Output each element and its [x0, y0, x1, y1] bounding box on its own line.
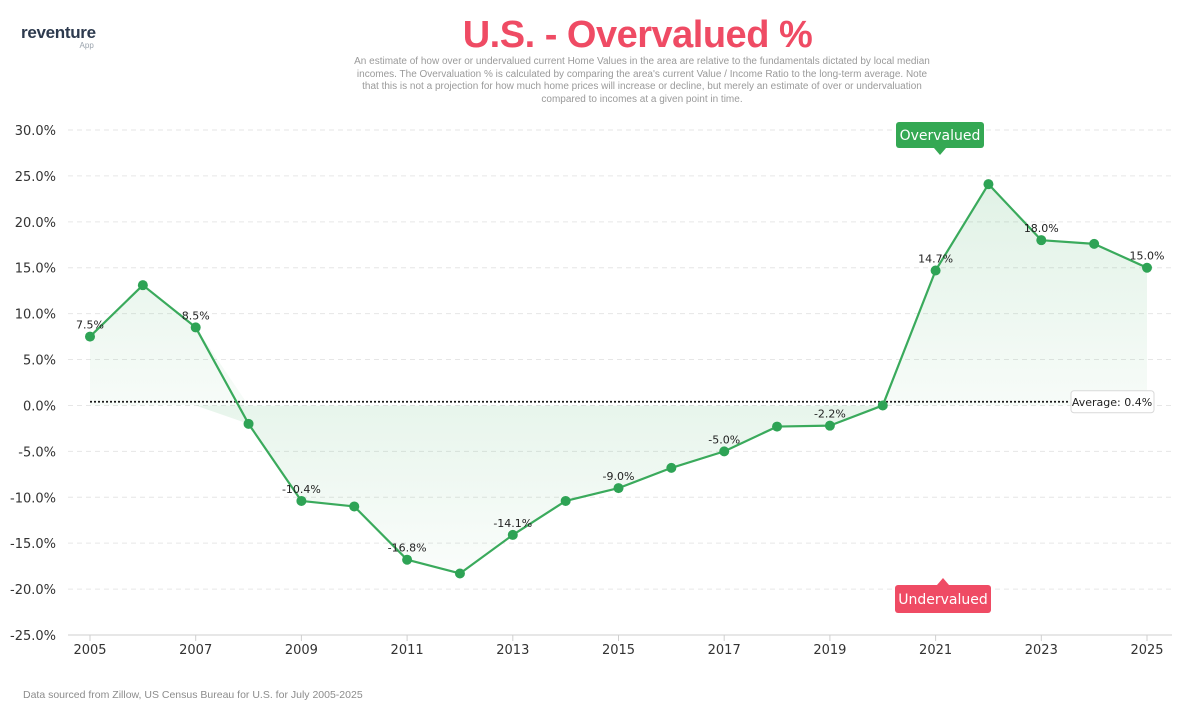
- data-point: [824, 420, 835, 431]
- y-tick-label: 0.0%: [23, 399, 56, 414]
- data-point: [454, 568, 465, 579]
- area-layer: [90, 184, 1147, 574]
- reventure-logo: reventure App: [21, 24, 96, 51]
- overvalued-badge-pointer: [934, 148, 946, 155]
- data-label-layer: 7.5% 8.5% -10.4% -16.8% -14.1% -9.0% -5.0% -2.2…: [76, 222, 1164, 555]
- average-label-box: [1070, 390, 1155, 414]
- badge-layer: Overvalued Undervalued: [895, 122, 991, 613]
- data-label: -2.2%: [814, 408, 846, 421]
- axis-layer: 30.0% 25.0% 20.0% 15.0% 10.0% 5.0% 0.0% -5.0% -1…: [10, 124, 1172, 658]
- data-point: [243, 418, 254, 429]
- y-tick-label: -15.0%: [10, 537, 56, 552]
- area-fill-negative: [90, 405, 1147, 574]
- point-layer: [85, 179, 1152, 579]
- data-label: 7.5%: [76, 319, 104, 332]
- data-point: [190, 322, 201, 333]
- x-tick-label: 2019: [813, 643, 846, 658]
- y-tick-label: -20.0%: [10, 583, 56, 598]
- data-point: [930, 265, 941, 276]
- data-label: 14.7%: [918, 252, 953, 265]
- x-tick-label: 2017: [708, 643, 741, 658]
- data-point: [402, 554, 413, 565]
- y-tick-label: -25.0%: [10, 629, 56, 644]
- chart-title: U.S. - Overvalued %: [462, 14, 813, 56]
- y-tick-label: 20.0%: [15, 216, 56, 231]
- y-tick-label: -5.0%: [18, 445, 56, 460]
- data-label: -9.0%: [603, 470, 635, 483]
- footer-source: Data sourced from Zillow, US Census Bure…: [23, 689, 363, 701]
- x-tick-label: 2011: [391, 643, 424, 658]
- logo-sub: App: [79, 41, 94, 50]
- average-layer: Average: 0.4%: [90, 390, 1155, 414]
- data-point: [296, 495, 307, 506]
- data-label: 18.0%: [1024, 222, 1059, 235]
- x-tick-label: 2007: [179, 643, 212, 658]
- x-tick-label: 2005: [73, 643, 106, 658]
- x-tick-label: 2015: [602, 643, 635, 658]
- data-point: [560, 495, 571, 506]
- data-label: -5.0%: [708, 433, 740, 446]
- data-point: [349, 501, 360, 512]
- x-tick-label: 2023: [1025, 643, 1058, 658]
- undervalued-badge: [895, 585, 991, 613]
- data-point: [1089, 238, 1100, 249]
- x-tick-label: 2013: [496, 643, 529, 658]
- data-label: 15.0%: [1130, 250, 1165, 263]
- data-label: -16.8%: [388, 542, 427, 555]
- chart-subtitle: An estimate of how over or undervalued c…: [354, 56, 930, 105]
- x-tick-label: 2021: [919, 643, 952, 658]
- x-tick-label: 2009: [285, 643, 318, 658]
- y-tick-label: 30.0%: [15, 124, 56, 139]
- y-tick-label: 10.0%: [15, 308, 56, 323]
- data-point: [772, 421, 783, 432]
- data-label: -14.1%: [493, 517, 532, 530]
- data-point: [719, 446, 730, 457]
- undervalued-badge-pointer: [937, 578, 949, 585]
- average-label: Average: 0.4%: [1072, 396, 1152, 409]
- undervalued-label: Undervalued: [898, 592, 988, 608]
- overvalued-label: Overvalued: [900, 128, 981, 144]
- data-point: [613, 483, 624, 494]
- data-point: [137, 280, 148, 291]
- data-label: 8.5%: [182, 309, 210, 322]
- data-point: [877, 400, 888, 411]
- data-point: [1036, 235, 1047, 246]
- data-label: -10.4%: [282, 483, 321, 496]
- data-point: [1142, 262, 1152, 273]
- y-tick-label: 15.0%: [15, 262, 56, 277]
- data-point: [507, 529, 518, 540]
- y-tick-label: 5.0%: [23, 354, 56, 369]
- y-tick-label: 25.0%: [15, 170, 56, 185]
- logo-name: reventure: [21, 23, 96, 42]
- data-point: [983, 179, 994, 190]
- data-point: [85, 331, 95, 342]
- area-fill-positive: [90, 184, 1147, 406]
- overvalued-badge: [896, 122, 984, 148]
- x-tick-label: 2025: [1130, 643, 1163, 658]
- data-point: [666, 462, 677, 473]
- y-tick-label: -10.0%: [10, 491, 56, 506]
